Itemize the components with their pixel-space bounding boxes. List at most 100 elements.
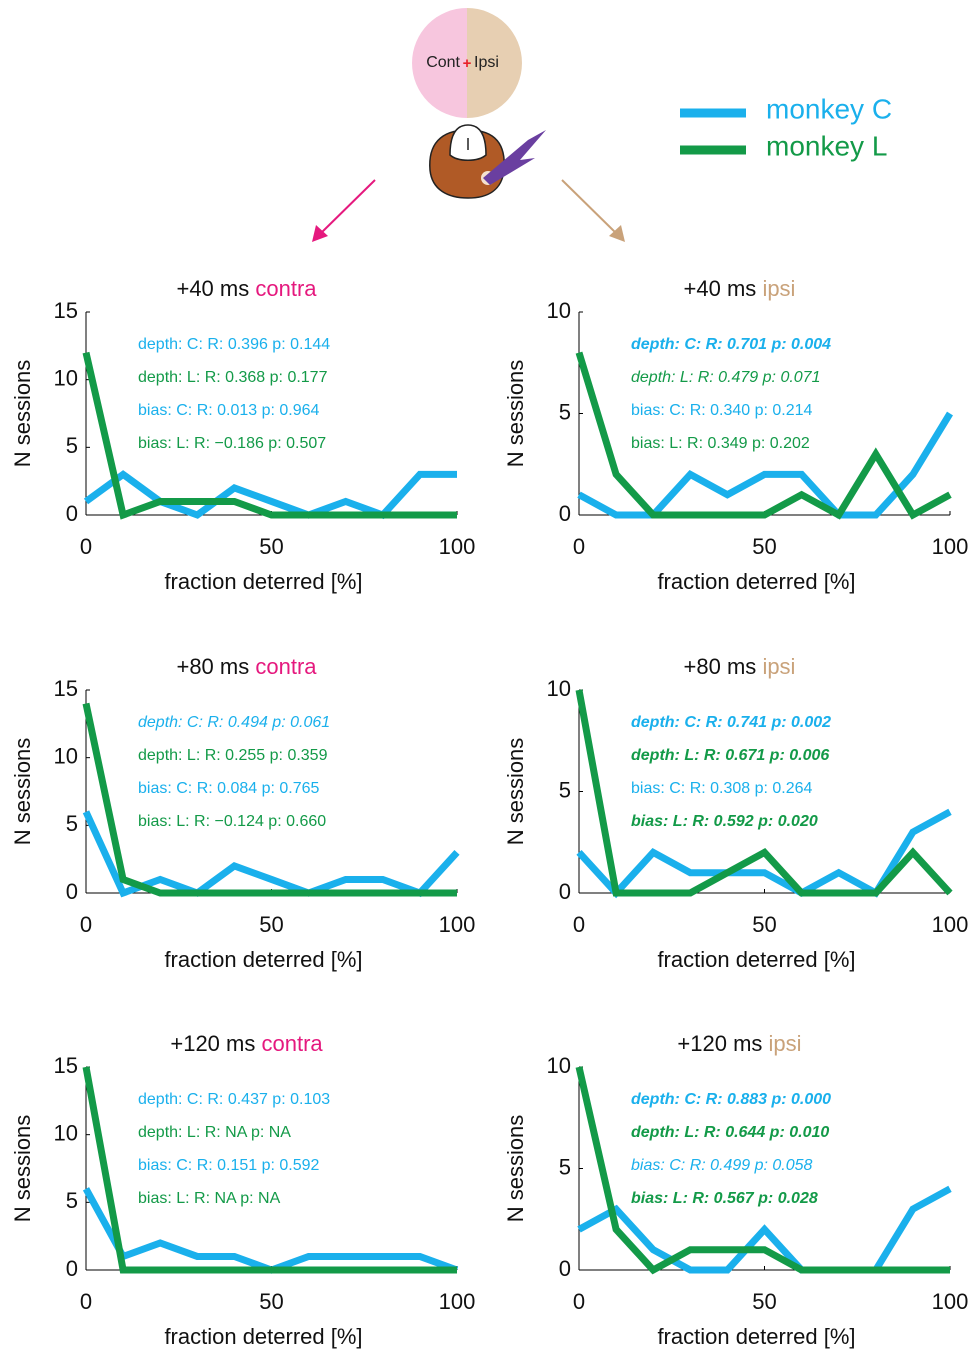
x-axis-label: fraction deterred [%] <box>657 569 855 594</box>
annotation: depth: L: R: 0.671 p: 0.006 <box>631 747 829 764</box>
y-tick-label: 0 <box>66 1256 78 1281</box>
y-axis-label: N sessions <box>503 738 528 846</box>
annotation: depth: C: R: 0.396 p: 0.144 <box>138 336 330 353</box>
annotation: depth: L: R: 0.255 p: 0.359 <box>138 747 328 764</box>
x-axis-label: fraction deterred [%] <box>657 947 855 972</box>
title-time: +40 ms <box>176 276 249 301</box>
y-tick-label: 10 <box>547 676 571 701</box>
x-axis-label: fraction deterred [%] <box>164 1324 362 1349</box>
y-tick-label: 10 <box>54 365 78 390</box>
annotation: depth: L: R: 0.368 p: 0.177 <box>138 369 328 386</box>
x-axis-label: fraction deterred [%] <box>164 569 362 594</box>
title-condition: contra <box>261 1031 323 1056</box>
x-tick-label: 0 <box>80 912 92 937</box>
legend: monkey C monkey L <box>680 93 892 161</box>
annotation: depth: C: R: 0.883 p: 0.000 <box>631 1091 831 1108</box>
title-time: +80 ms <box>176 654 249 679</box>
schematic: Cont + Ipsi <box>312 8 625 242</box>
x-tick-label: 100 <box>439 912 476 937</box>
y-tick-label: 5 <box>66 1188 78 1213</box>
annotation: depth: C: R: 0.494 p: 0.061 <box>138 714 330 731</box>
x-tick-label: 0 <box>80 534 92 559</box>
x-tick-label: 100 <box>439 534 476 559</box>
x-tick-label: 50 <box>259 1289 283 1314</box>
ipsi-label: Ipsi <box>474 54 499 71</box>
data-line <box>86 704 457 893</box>
annotation: depth: C: R: 0.701 p: 0.004 <box>631 336 831 353</box>
figure: Cont + Ipsi monkey C monkey L +40 ms cont… <box>0 0 976 1355</box>
panel: +120 ms contra 0 5 10 15 0 50 100 fraction deter… <box>10 1031 476 1349</box>
y-axis-label: N sessions <box>10 1115 35 1223</box>
annotation: bias: C: R: 0.151 p: 0.592 <box>138 1157 320 1174</box>
y-tick-label: 10 <box>547 1053 571 1078</box>
y-tick-label: 10 <box>54 1120 78 1145</box>
y-axis-label: N sessions <box>503 360 528 468</box>
annotation: bias: C: R: 0.499 p: 0.058 <box>631 1157 813 1174</box>
annotation: bias: L: R: −0.186 p: 0.507 <box>138 435 326 452</box>
title-time: +120 ms <box>677 1031 762 1056</box>
annotation: depth: L: R: 0.479 p: 0.071 <box>631 369 820 386</box>
panel: +40 ms ipsi0510050100fraction deterred [… <box>503 276 969 594</box>
x-tick-label: 50 <box>259 534 283 559</box>
y-tick-label: 5 <box>559 399 571 424</box>
x-tick-label: 100 <box>439 1289 476 1314</box>
title-condition: ipsi <box>762 276 795 301</box>
chart-title: +40 ms ipsi <box>684 276 796 301</box>
x-tick-label: 50 <box>752 534 776 559</box>
x-tick-label: 0 <box>80 1289 92 1314</box>
title-condition: ipsi <box>762 654 795 679</box>
x-tick-label: 0 <box>573 912 585 937</box>
y-axis-label: N sessions <box>503 1115 528 1223</box>
x-tick-label: 50 <box>752 1289 776 1314</box>
y-tick-label: 0 <box>559 501 571 526</box>
arrow-contra <box>318 180 375 236</box>
title-condition: contra <box>255 654 317 679</box>
y-tick-label: 0 <box>559 879 571 904</box>
y-tick-label: 10 <box>547 298 571 323</box>
x-tick-label: 100 <box>932 1289 969 1314</box>
y-tick-label: 0 <box>559 1256 571 1281</box>
y-tick-label: 5 <box>559 1154 571 1179</box>
y-tick-label: 15 <box>54 1053 78 1078</box>
annotation: bias: C: R: 0.084 p: 0.765 <box>138 780 320 797</box>
title-time: +80 ms <box>684 654 757 679</box>
annotation: bias: C: R: 0.013 p: 0.964 <box>138 402 320 419</box>
y-tick-label: 15 <box>54 298 78 323</box>
annotation: bias: L: R: 0.349 p: 0.202 <box>631 435 810 452</box>
chart-title: +80 ms ipsi <box>684 654 796 679</box>
y-tick-label: 15 <box>54 676 78 701</box>
cont-label: Cont <box>426 54 460 71</box>
annotation: bias: L: R: −0.124 p: 0.660 <box>138 813 326 830</box>
annotation: bias: C: R: 0.308 p: 0.264 <box>631 780 813 797</box>
chart-title: +80 ms contra <box>176 654 317 679</box>
y-tick-label: 5 <box>66 433 78 458</box>
legend-label: monkey C <box>766 93 892 124</box>
y-tick-label: 5 <box>66 811 78 836</box>
x-tick-label: 100 <box>932 534 969 559</box>
title-condition: ipsi <box>769 1031 802 1056</box>
annotation: bias: L: R: 0.592 p: 0.020 <box>631 813 818 830</box>
legend-label: monkey L <box>766 130 887 161</box>
annotation: depth: C: R: 0.437 p: 0.103 <box>138 1091 330 1108</box>
annotation: bias: L: R: 0.567 p: 0.028 <box>631 1190 818 1207</box>
title-time: +120 ms <box>170 1031 255 1056</box>
y-tick-label: 10 <box>54 743 78 768</box>
x-axis-label: fraction deterred [%] <box>164 947 362 972</box>
y-tick-label: 0 <box>66 879 78 904</box>
annotation: depth: L: R: NA p: NA <box>138 1124 291 1141</box>
chart-title: +40 ms contra <box>176 276 317 301</box>
annotation: depth: L: R: 0.644 p: 0.010 <box>631 1124 829 1141</box>
arrow-ipsi <box>562 180 619 236</box>
annotation: depth: C: R: 0.741 p: 0.002 <box>631 714 831 731</box>
x-tick-label: 100 <box>932 912 969 937</box>
chart-title: +120 ms ipsi <box>677 1031 801 1056</box>
y-axis-label: N sessions <box>10 360 35 468</box>
chart-title: +120 ms contra <box>170 1031 323 1056</box>
x-tick-label: 50 <box>752 912 776 937</box>
y-tick-label: 5 <box>559 777 571 802</box>
panel: +80 ms contra051015050100fraction deterr… <box>10 654 476 972</box>
fixation-mark: + <box>463 55 472 72</box>
